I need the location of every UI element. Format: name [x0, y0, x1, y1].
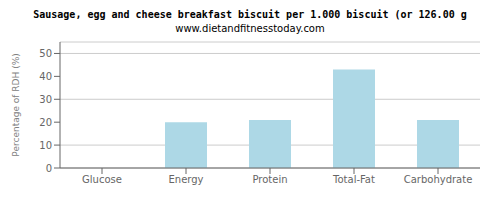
svg-text:Protein: Protein: [252, 174, 287, 185]
svg-text:Carbohydrate: Carbohydrate: [404, 174, 473, 185]
svg-text:Glucose: Glucose: [82, 174, 122, 185]
svg-text:50: 50: [39, 48, 52, 59]
svg-text:Total-Fat: Total-Fat: [332, 174, 375, 185]
svg-text:0: 0: [46, 163, 52, 174]
html-text:www.dietandfitnesstoday.com: www.dietandfitnesstoday.com: [175, 23, 325, 34]
html-text:Sausage, egg and cheese breakf: Sausage, egg and cheese breakfast biscui…: [33, 9, 467, 20]
svg-text:Percentage of RDH (%): Percentage of RDH (%): [11, 53, 21, 156]
svg-text:Energy: Energy: [168, 174, 203, 185]
svg-text:10: 10: [39, 140, 52, 151]
svg-text:30: 30: [39, 94, 52, 105]
svg-text:20: 20: [39, 117, 52, 128]
svg-text:40: 40: [39, 71, 52, 82]
